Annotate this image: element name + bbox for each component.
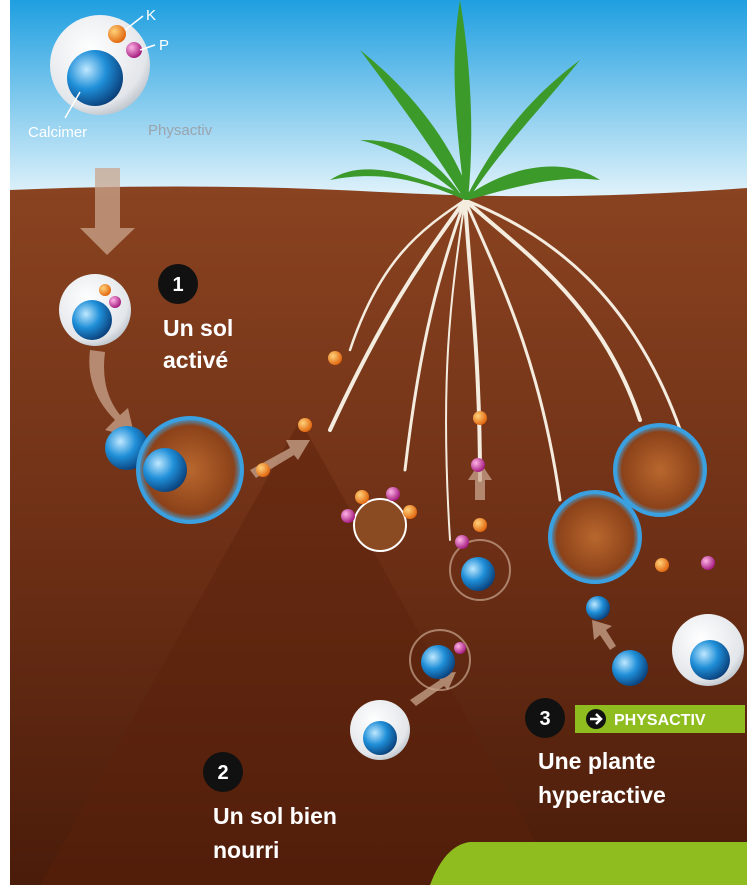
step-2: 2 Un sol bien nourri [203, 752, 337, 863]
spheres [50, 15, 744, 760]
step-3: 3 PHYSACTIV Une plante hyperactive [525, 698, 745, 808]
plant-leaves [330, 0, 600, 200]
label-k: K [146, 7, 156, 24]
step-text: Un sol [163, 315, 233, 341]
step-number: 1 [172, 274, 183, 296]
label-calcimer: Calcimer [28, 124, 87, 141]
badge-arrow [590, 713, 603, 725]
top-labels: K P Calcimer Physactiv [28, 7, 213, 141]
step-number: 3 [539, 708, 550, 730]
step-text: Une plante [538, 748, 656, 774]
step-text: Un sol bien [213, 803, 337, 829]
badge-text: PHYSACTIV [614, 712, 706, 729]
soil-shade [40, 420, 560, 885]
label-p: P [159, 37, 169, 54]
label-physactiv: Physactiv [148, 122, 213, 139]
step-text: activé [163, 347, 228, 373]
step-text: hyperactive [538, 782, 666, 808]
green-corner [430, 842, 747, 885]
roots [328, 198, 692, 541]
step-text: nourri [213, 837, 279, 863]
step-number: 2 [217, 762, 228, 784]
step-1: 1 Un sol activé [158, 264, 233, 373]
